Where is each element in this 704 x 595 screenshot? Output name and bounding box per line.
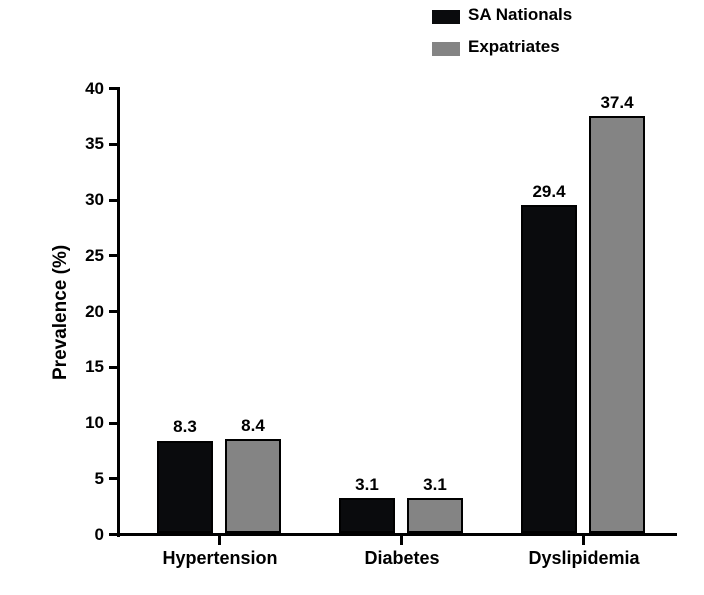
ytick-label-35: 35 — [70, 134, 104, 154]
legend-label-expatriates: Expatriates — [468, 37, 560, 57]
legend-swatch-expatriates — [432, 42, 460, 56]
bar-diabetes-expat — [407, 498, 463, 533]
bar-label-hypertension-expat: 8.4 — [225, 416, 281, 436]
ytick-label-15: 15 — [70, 357, 104, 377]
bar-dyslipidemia-expat — [589, 116, 645, 533]
ytick-label-0: 0 — [70, 525, 104, 545]
ytick-label-10: 10 — [70, 413, 104, 433]
ytick-25 — [109, 254, 119, 257]
xtick-diabetes — [400, 536, 403, 545]
xtick-hypertension — [218, 536, 221, 545]
y-axis-title: Prevalence (%) — [50, 245, 72, 380]
ytick-label-5: 5 — [70, 469, 104, 489]
xcat-diabetes: Diabetes — [332, 548, 472, 569]
ytick-label-40: 40 — [70, 79, 104, 99]
xcat-dyslipidemia: Dyslipidemia — [514, 548, 654, 569]
ytick-15 — [109, 366, 119, 369]
ytick-10 — [109, 422, 119, 425]
ytick-label-25: 25 — [70, 246, 104, 266]
ytick-5 — [109, 477, 119, 480]
xtick-dyslipidemia — [582, 536, 585, 545]
ytick-30 — [109, 199, 119, 202]
ytick-0 — [109, 533, 119, 536]
bar-label-diabetes-sa: 3.1 — [339, 475, 395, 495]
bar-label-diabetes-expat: 3.1 — [407, 475, 463, 495]
bar-label-hypertension-sa: 8.3 — [157, 417, 213, 437]
ytick-label-20: 20 — [70, 302, 104, 322]
ytick-35 — [109, 143, 119, 146]
bar-dyslipidemia-sa — [521, 205, 577, 533]
bar-label-dyslipidemia-sa: 29.4 — [521, 182, 577, 202]
legend-swatch-sa-nationals — [432, 10, 460, 24]
bar-hypertension-sa — [157, 441, 213, 533]
ytick-40 — [109, 87, 119, 90]
bar-hypertension-expat — [225, 439, 281, 533]
x-axis-line — [117, 533, 677, 536]
bar-diabetes-sa — [339, 498, 395, 533]
xcat-hypertension: Hypertension — [150, 548, 290, 569]
ytick-label-30: 30 — [70, 190, 104, 210]
bar-label-dyslipidemia-expat: 37.4 — [589, 93, 645, 113]
ytick-20 — [109, 310, 119, 313]
legend-label-sa-nationals: SA Nationals — [468, 5, 572, 25]
